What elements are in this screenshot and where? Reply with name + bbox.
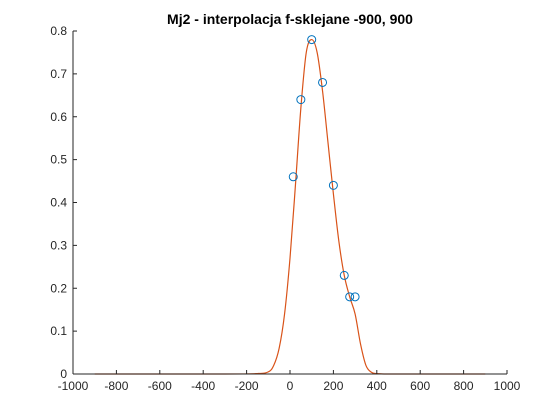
data-point [307, 35, 317, 45]
y-tick-label: 0 [60, 367, 67, 381]
x-tick-label: -1000 [58, 379, 89, 393]
x-tick-label: -600 [148, 379, 172, 393]
data-point [345, 292, 355, 302]
data-point [296, 95, 306, 105]
y-tick-label: 0.3 [50, 238, 67, 252]
plot-area [73, 31, 507, 374]
data-point [328, 180, 338, 190]
y-tick-label: 0.1 [50, 324, 67, 338]
x-tick-label: 200 [323, 379, 343, 393]
y-tick-label: 0.4 [50, 196, 67, 210]
y-tick-label: 0.6 [50, 110, 67, 124]
x-tick-label: 400 [367, 379, 387, 393]
x-tick-label: -800 [104, 379, 128, 393]
x-tick-label: 600 [410, 379, 430, 393]
y-tick-label: 0.8 [50, 24, 67, 38]
data-point [288, 172, 298, 182]
curve-layer [94, 38, 486, 375]
x-tick-label: 0 [287, 379, 294, 393]
x-tick-label: 800 [454, 379, 474, 393]
data-point [350, 292, 360, 302]
y-ticks: 0 0.1 0.2 0.3 0.4 0.5 0.6 0.7 0.8 [50, 24, 77, 381]
x-tick-label: -200 [235, 379, 259, 393]
chart-title: Mj2 - interpolacja f-sklejane -900, 900 [167, 11, 413, 27]
y-tick-label: 0.7 [50, 67, 67, 81]
data-point [318, 77, 328, 87]
x-tick-label: 1000 [494, 379, 521, 393]
y-tick-label: 0.5 [50, 153, 67, 167]
data-point [339, 270, 349, 280]
x-tick-label: -400 [191, 379, 215, 393]
y-tick-label: 0.2 [50, 281, 67, 295]
x-ticks: -1000 -800 -600 -400 -200 0 200 400 600 800 1000 [58, 370, 521, 393]
marker-layer [288, 35, 360, 302]
series-line [94, 38, 486, 375]
